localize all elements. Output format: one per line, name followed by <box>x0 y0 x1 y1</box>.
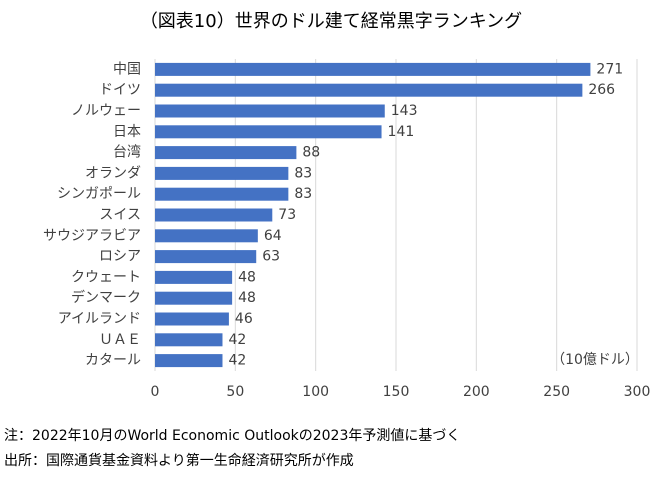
data-label: 48 <box>238 269 256 285</box>
data-label: 73 <box>278 207 296 223</box>
x-tick-label: 50 <box>226 384 244 400</box>
bar <box>155 270 233 284</box>
data-label: 42 <box>228 353 246 369</box>
y-tick-label: 中国 <box>113 61 141 77</box>
bar <box>155 166 289 180</box>
bar <box>155 125 382 139</box>
y-tick-label: デンマーク <box>71 289 141 306</box>
y-tick-label: シンガポール <box>57 186 141 202</box>
y-tick-label: アイルランド <box>58 311 141 327</box>
x-tick-label: 300 <box>624 384 651 400</box>
bar <box>155 187 289 201</box>
bar <box>155 354 223 368</box>
bar <box>155 312 229 326</box>
data-label: 83 <box>294 186 312 202</box>
y-tick-label: クウェート <box>71 269 141 285</box>
note: 出所：国際通貨基金資料より第一生命経済研究所が作成 <box>4 452 354 469</box>
data-label: 63 <box>262 249 280 265</box>
y-tick-label: サウジアラビア <box>43 228 141 244</box>
data-label: 271 <box>596 61 623 77</box>
data-label: 143 <box>391 103 418 119</box>
y-tick-label: カタール <box>85 353 141 369</box>
x-tick-label: 200 <box>463 384 490 400</box>
unit-label: （10億ドル） <box>551 352 639 368</box>
data-label: 83 <box>294 165 312 181</box>
x-tick-label: 250 <box>543 384 570 400</box>
y-tick-label: 台湾 <box>113 144 141 161</box>
bar <box>155 291 233 305</box>
x-tick-label: 100 <box>302 384 329 400</box>
x-tick-label: 150 <box>383 384 410 400</box>
data-label: 42 <box>228 332 246 348</box>
bar <box>155 146 297 160</box>
y-tick-label: スイス <box>99 207 141 223</box>
bar <box>155 229 258 243</box>
bar <box>155 250 257 264</box>
bar <box>155 83 583 97</box>
data-label: 64 <box>264 228 282 244</box>
bar <box>155 104 385 118</box>
note: 注：2022年10月のWorld Economic Outlookの2023年予… <box>4 427 460 444</box>
y-tick-label: 日本 <box>113 124 141 140</box>
x-tick-label: 0 <box>151 384 160 400</box>
y-tick-label: オランダ <box>85 165 141 181</box>
y-tick-label: ＵＡＥ <box>99 332 141 348</box>
y-tick-label: ドイツ <box>99 82 141 98</box>
chart-title: （図表10）世界のドル建て経常黒字ランキング <box>140 11 522 32</box>
y-tick-label: ノルウェー <box>71 103 141 119</box>
bar <box>155 333 223 347</box>
bar <box>155 62 591 76</box>
data-label: 141 <box>388 124 415 140</box>
data-label: 46 <box>235 311 253 327</box>
y-tick-label: ロシア <box>99 249 141 265</box>
data-label: 48 <box>238 290 256 306</box>
data-label: 266 <box>588 82 615 98</box>
data-label: 88 <box>302 145 320 161</box>
bar <box>155 208 273 222</box>
